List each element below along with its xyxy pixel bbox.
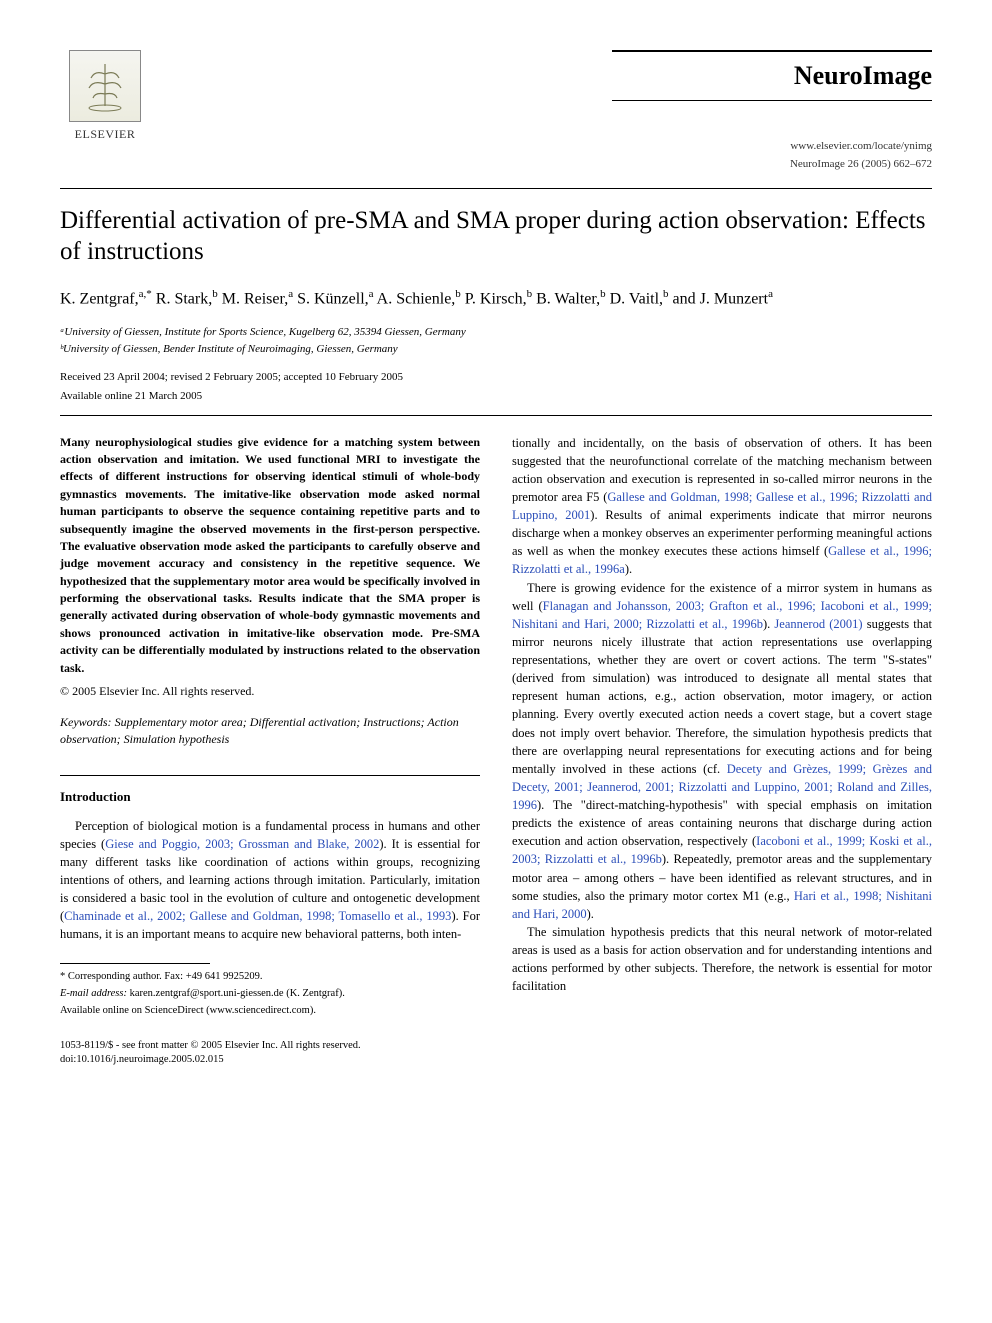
- footnotes: * Corresponding author. Fax: +49 641 992…: [60, 970, 480, 1018]
- sciencedirect-note: Available online on ScienceDirect (www.s…: [60, 1004, 480, 1019]
- journal-rule-top: [612, 50, 932, 52]
- issn-line: 1053-8119/$ - see front matter © 2005 El…: [60, 1039, 480, 1054]
- right-para-1: tionally and incidentally, on the basis …: [512, 434, 932, 579]
- journal-locate-url: www.elsevier.com/locate/ynimg: [790, 139, 932, 154]
- email-label: E-mail address:: [60, 988, 127, 999]
- publisher-logo-block: ELSEVIER: [60, 50, 150, 143]
- title-section: Differential activation of pre-SMA and S…: [60, 188, 932, 415]
- abstract-text: Many neurophysiological studies give evi…: [60, 434, 480, 677]
- header-divider: [60, 415, 932, 416]
- corresponding-author: * Corresponding author. Fax: +49 641 992…: [60, 970, 480, 985]
- intro-para-left: Perception of biological motion is a fun…: [60, 817, 480, 944]
- email-address: karen.zentgraf@sport.uni-giessen.de (K. …: [130, 988, 345, 999]
- article-title: Differential activation of pre-SMA and S…: [60, 205, 932, 268]
- right-para-2: There is growing evidence for the existe…: [512, 579, 932, 923]
- journal-citation: NeuroImage 26 (2005) 662–672: [790, 157, 932, 172]
- right-para-3: The simulation hypothesis predicts that …: [512, 923, 932, 996]
- keywords-list: Supplementary motor area; Differential a…: [60, 715, 459, 746]
- body-columns: Many neurophysiological studies give evi…: [60, 434, 932, 1068]
- publisher-name: ELSEVIER: [75, 126, 136, 143]
- keywords-label: Keywords:: [60, 715, 112, 729]
- title-rule: [60, 188, 932, 189]
- affiliation-b: ᵇUniversity of Giessen, Bender Institute…: [60, 342, 932, 357]
- bottom-meta: 1053-8119/$ - see front matter © 2005 El…: [60, 1039, 480, 1068]
- journal-rule-bottom: [612, 100, 932, 101]
- intro-heading: Introduction: [60, 788, 480, 806]
- available-date: Available online 21 March 2005: [60, 389, 932, 404]
- abstract-copyright: © 2005 Elsevier Inc. All rights reserved…: [60, 683, 480, 700]
- journal-title: NeuroImage: [794, 58, 932, 94]
- footnote-rule: [60, 963, 210, 964]
- email-line: E-mail address: karen.zentgraf@sport.uni…: [60, 987, 480, 1002]
- intro-rule: [60, 775, 480, 776]
- authors-list: K. Zentgraf,a,* R. Stark,b M. Reiser,a S…: [60, 286, 932, 311]
- received-dates: Received 23 April 2004; revised 2 Februa…: [60, 370, 932, 385]
- page-header: ELSEVIER NeuroImage www.elsevier.com/loc…: [60, 50, 932, 174]
- doi-line: doi:10.1016/j.neuroimage.2005.02.015: [60, 1053, 480, 1068]
- affiliation-a: ᵃUniversity of Giessen, Institute for Sp…: [60, 325, 932, 340]
- journal-block: NeuroImage www.elsevier.com/locate/ynimg…: [612, 50, 932, 174]
- affiliations: ᵃUniversity of Giessen, Institute for Sp…: [60, 325, 932, 358]
- keywords-block: Keywords: Supplementary motor area; Diff…: [60, 714, 480, 748]
- right-column: tionally and incidentally, on the basis …: [512, 434, 932, 1068]
- elsevier-tree-icon: [69, 50, 141, 122]
- journal-meta: www.elsevier.com/locate/ynimg NeuroImage…: [790, 139, 932, 174]
- left-column: Many neurophysiological studies give evi…: [60, 434, 480, 1068]
